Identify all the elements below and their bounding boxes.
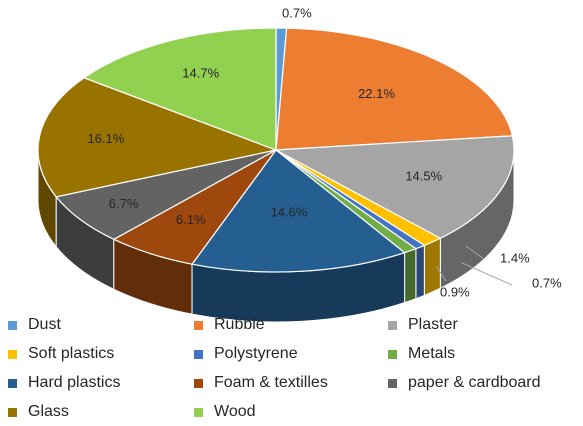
pie-slice-wood [82, 27, 277, 151]
pie-slice-glass [37, 77, 279, 198]
legend-label: Polystyrene [214, 345, 298, 362]
legend-swatch [8, 407, 17, 417]
pie-slice-rubble [275, 27, 514, 151]
pie-slice-hard-plastics [191, 149, 406, 273]
data-label-glass: 16.1% [87, 131, 124, 146]
legend-item-hard-plastics: Hard plastics [8, 373, 120, 393]
pie-top-faces [37, 27, 515, 273]
leader-line-polystyrene [461, 262, 513, 286]
legend-swatch [8, 378, 17, 388]
leader-line-metals [435, 265, 447, 282]
legend-item-plaster: Plaster [388, 315, 458, 335]
legend-label: Wood [214, 403, 256, 420]
legend-item-paper-and-cardboard: paper & cardboard [388, 373, 541, 393]
leader-line-soft-plastics [465, 245, 485, 260]
leader-lines [435, 245, 513, 286]
legend-label: Plaster [408, 316, 458, 333]
legend-label: Foam & textilles [214, 374, 328, 391]
data-label-paper-and-cardboard: 6.7% [109, 196, 139, 211]
legend-label: Glass [28, 403, 69, 420]
data-label-dust: 0.7% [282, 5, 312, 20]
legend-label: Dust [28, 316, 61, 333]
legend-swatch [194, 349, 203, 359]
legend-swatch [388, 320, 397, 330]
data-label-foam-and-textilles: 6.1% [176, 212, 206, 227]
legend-swatch [8, 320, 17, 330]
legend-swatch [388, 378, 397, 388]
legend-item-wood: Wood [194, 402, 256, 422]
legend-swatch [194, 320, 203, 330]
legend-label: Metals [408, 345, 456, 362]
pie-side-metals [404, 247, 417, 304]
legend-item-soft-plastics: Soft plastics [8, 344, 114, 364]
pie-side-soft-plastics [423, 237, 441, 297]
data-label-rubble: 22.1% [358, 86, 395, 101]
legend-item-dust: Dust [8, 315, 61, 335]
legend-label: paper & cardboard [408, 374, 541, 391]
legend-swatch [8, 349, 17, 359]
data-label-plaster: 14.5% [405, 169, 442, 184]
data-label-soft-plastics: 1.4% [500, 250, 530, 265]
legend-item-polystyrene: Polystyrene [194, 344, 298, 364]
pie-side-polystyrene [415, 244, 425, 300]
legend-item-glass: Glass [8, 402, 69, 422]
data-label-hard-plastics: 14.6% [271, 205, 308, 220]
legend-item-rubble: Rubble [194, 315, 265, 335]
legend-swatch [388, 349, 397, 359]
legend-label: Rubble [214, 316, 265, 333]
legend-label: Soft plastics [28, 345, 115, 362]
data-label-metals: 0.9% [440, 284, 470, 299]
data-labels: 0.7%22.1%14.5%1.4%0.7%0.9%14.6%6.1%6.7%1… [87, 5, 562, 299]
data-label-wood: 14.7% [182, 65, 219, 80]
data-label-polystyrene: 0.7% [532, 275, 562, 290]
legend-item-foam-and-textilles: Foam & textilles [194, 373, 328, 393]
legend-item-metals: Metals [388, 344, 455, 364]
legend-swatch [194, 378, 203, 388]
legend-label: Hard plastics [28, 374, 121, 391]
legend-swatch [194, 407, 203, 417]
pie-slice-plaster [273, 135, 515, 239]
